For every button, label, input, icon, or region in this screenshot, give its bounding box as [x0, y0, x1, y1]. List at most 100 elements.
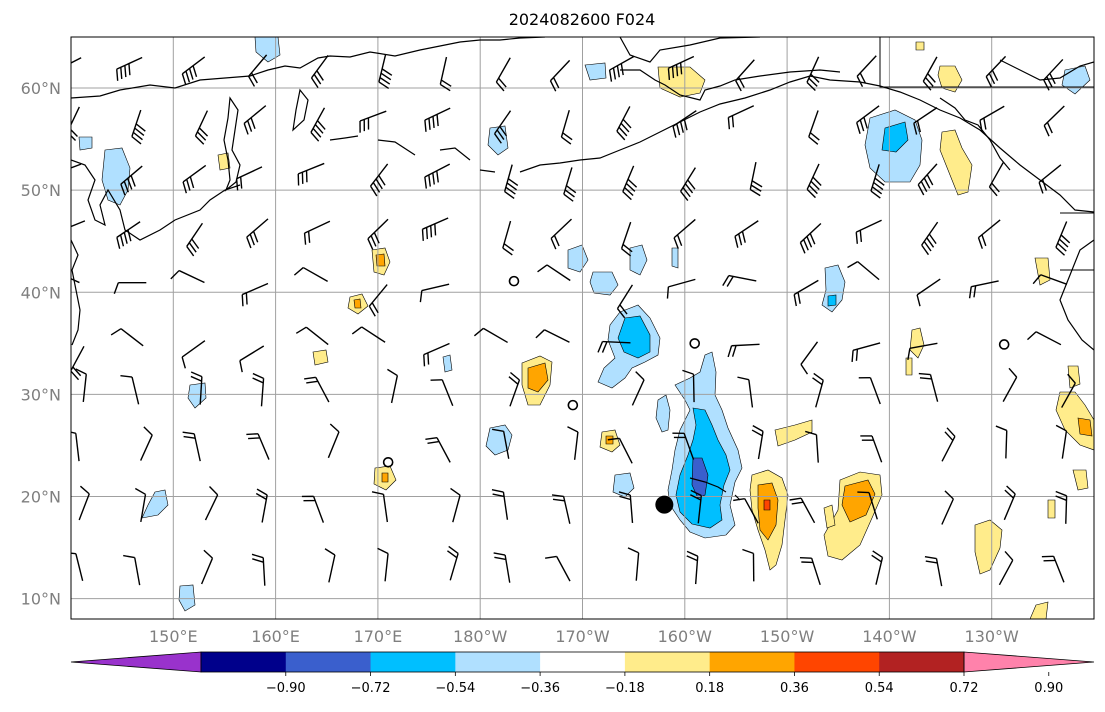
wind-barb — [377, 547, 389, 582]
wind-barb — [194, 110, 209, 145]
lon-tick-label: 170°E — [354, 627, 403, 646]
calm-wind-circle — [689, 338, 701, 349]
shade-yellow — [823, 504, 836, 529]
shade-light-blue — [442, 354, 453, 373]
shade-orange — [353, 298, 362, 309]
wind-barb — [120, 375, 140, 405]
wind-barb — [998, 550, 1014, 586]
anomaly-shading — [78, 37, 1094, 619]
wind-barb — [871, 550, 884, 585]
wind-barb — [1003, 485, 1016, 521]
wind-barb — [78, 485, 90, 521]
wind-barb — [246, 433, 270, 460]
wind-barb — [742, 548, 755, 582]
wind-barb — [71, 163, 82, 169]
colorbar-segment — [794, 652, 880, 672]
wind-barb — [806, 56, 820, 92]
wind-barb — [682, 369, 695, 403]
shade-light-blue — [671, 247, 679, 269]
wind-barb — [537, 264, 571, 282]
shade-yellow — [1029, 601, 1049, 619]
wind-barb — [789, 497, 816, 524]
wind-barb — [597, 340, 631, 353]
wind-barb — [304, 376, 330, 403]
lat-tick-label: 40°N — [21, 283, 61, 302]
lat-tick-label: 50°N — [21, 181, 61, 200]
wind-barb — [239, 345, 265, 373]
wind-barb — [251, 553, 266, 586]
calm-wind-circle — [382, 456, 394, 468]
shade-light-blue — [487, 125, 509, 156]
wind-barb — [190, 371, 203, 405]
shade-orange — [381, 472, 389, 483]
wind-barb — [131, 109, 146, 145]
wind-barb — [979, 105, 1005, 132]
calm-wind-circle — [567, 399, 579, 411]
wind-barb — [673, 218, 696, 249]
colorbar-tick-label: −0.72 — [351, 681, 391, 696]
wind-barb — [749, 161, 763, 197]
wind-barb — [293, 266, 328, 282]
shade-light-blue — [178, 584, 196, 612]
wind-barb — [1061, 373, 1076, 408]
colorbar-tick-label: −0.36 — [520, 681, 560, 696]
lon-tick-label: 160°E — [251, 627, 300, 646]
wind-barb — [857, 491, 878, 520]
wind-barb — [812, 372, 824, 408]
wind-barb — [123, 554, 141, 586]
wind-barb — [622, 165, 638, 201]
wind-barb — [860, 435, 883, 463]
wind-barb — [560, 110, 573, 145]
colorbar-segment — [624, 652, 711, 672]
shade-orange — [375, 253, 386, 267]
wind-barb — [491, 428, 510, 459]
lat-tick-label: 30°N — [21, 385, 61, 404]
wind-barb — [423, 342, 450, 367]
wind-barb — [672, 110, 697, 138]
wind-barb — [110, 328, 144, 347]
colorbar-tick-label: 0.18 — [695, 681, 724, 696]
wind-barb — [1055, 424, 1068, 459]
wind-barb — [995, 425, 1008, 459]
wind-barb — [727, 343, 760, 358]
wind-barb — [549, 59, 571, 92]
lat-tick-label: 10°N — [21, 590, 61, 609]
wind-barb — [563, 167, 577, 202]
wind-barb — [627, 547, 640, 581]
wind-barb — [858, 377, 881, 405]
wind-barbs — [71, 54, 1076, 587]
shade-deep-sky — [827, 294, 837, 307]
wind-barb — [310, 54, 329, 89]
colorbar-segment — [709, 652, 795, 672]
shade-deep-sky — [881, 121, 909, 153]
wind-barb — [751, 425, 764, 460]
wind-barb — [620, 221, 633, 257]
wind-barb — [1026, 331, 1062, 346]
wind-barb — [371, 491, 389, 523]
shade-royal — [691, 457, 709, 499]
wind-barb — [922, 56, 938, 91]
wind-barb — [419, 283, 450, 303]
wind-barb — [387, 368, 399, 404]
wind-barb — [181, 56, 206, 86]
wind-barb — [608, 55, 635, 82]
wind-barb — [71, 220, 86, 228]
wind-barb — [806, 163, 822, 199]
wind-barb — [616, 106, 632, 141]
shade-light-blue — [141, 489, 169, 519]
wind-barb — [913, 107, 938, 135]
colorbar-tick-label: −0.54 — [435, 681, 475, 696]
wind-barb — [71, 57, 82, 64]
colorbar-tick-label: 0.54 — [865, 681, 894, 696]
wind-barb — [503, 164, 519, 199]
shade-light-blue — [589, 271, 619, 296]
wind-barb — [667, 55, 695, 80]
wind-barb — [851, 342, 881, 362]
wind-barb — [722, 274, 757, 287]
wind-barb — [424, 107, 451, 132]
wind-barb — [921, 221, 939, 256]
wind-barb — [134, 487, 147, 523]
colorbar-tick-label: 0.36 — [780, 681, 809, 696]
wind-barb — [1032, 274, 1068, 285]
